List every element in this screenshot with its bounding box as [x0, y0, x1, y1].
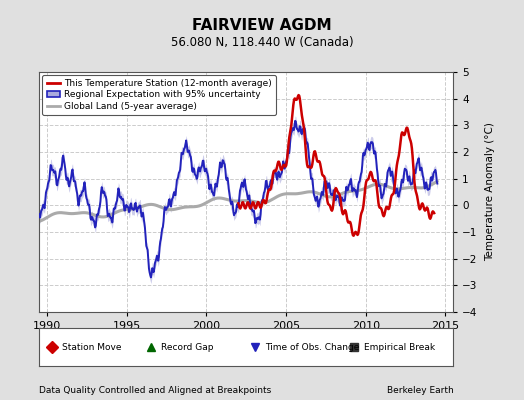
Text: Station Move: Station Move	[62, 342, 122, 352]
Text: 56.080 N, 118.440 W (Canada): 56.080 N, 118.440 W (Canada)	[171, 36, 353, 49]
Text: Record Gap: Record Gap	[161, 342, 214, 352]
Text: Data Quality Controlled and Aligned at Breakpoints: Data Quality Controlled and Aligned at B…	[39, 386, 271, 395]
Text: Berkeley Earth: Berkeley Earth	[387, 386, 453, 395]
Text: Time of Obs. Change: Time of Obs. Change	[265, 342, 359, 352]
Text: Empirical Break: Empirical Break	[364, 342, 435, 352]
Legend: This Temperature Station (12-month average), Regional Expectation with 95% uncer: This Temperature Station (12-month avera…	[42, 75, 276, 115]
Y-axis label: Temperature Anomaly (°C): Temperature Anomaly (°C)	[485, 122, 495, 262]
Text: FAIRVIEW AGDM: FAIRVIEW AGDM	[192, 18, 332, 33]
